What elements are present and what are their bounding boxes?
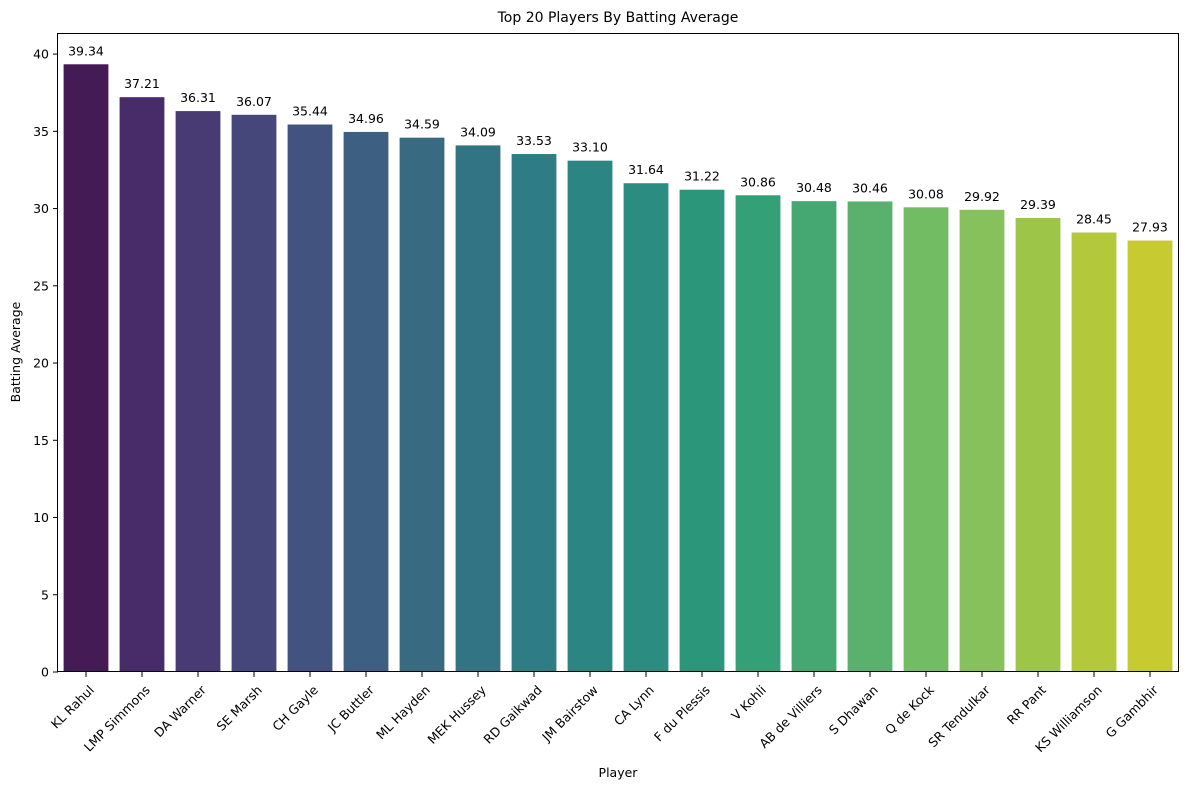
bar-18 (1071, 232, 1117, 672)
data-label: 29.92 (964, 189, 1000, 204)
data-label: 28.45 (1076, 212, 1112, 227)
x-tick-label: S Dhawan (826, 682, 881, 737)
bar-12 (735, 195, 781, 672)
y-tick-label: 35 (33, 124, 49, 139)
data-label: 34.96 (348, 111, 384, 126)
y-tick-label: 15 (33, 433, 49, 448)
bar-11 (679, 189, 725, 672)
x-tick-label: KL Rahul (48, 682, 97, 731)
x-axis-label: Player (599, 765, 639, 780)
bar-15 (903, 207, 949, 672)
data-label: 39.34 (68, 43, 104, 58)
chart-title: Top 20 Players By Batting Average (497, 10, 739, 26)
data-label: 29.39 (1020, 197, 1056, 212)
bar-4 (287, 124, 333, 672)
data-label: 30.08 (908, 186, 944, 201)
bars-group (63, 64, 1173, 673)
x-tick-label: G Gambhir (1102, 682, 1161, 741)
plot-frame (57, 33, 1179, 672)
data-label: 30.46 (852, 180, 888, 195)
data-label: 33.53 (516, 133, 552, 148)
bar-8 (511, 154, 557, 672)
data-label: 31.64 (628, 162, 664, 177)
data-label: 34.59 (404, 117, 440, 132)
data-label: 33.10 (572, 140, 608, 155)
data-label: 36.07 (236, 94, 272, 109)
x-tick-label: RD Gaikwad (480, 682, 544, 746)
bar-7 (455, 145, 501, 672)
x-tick-label: ML Hayden (373, 682, 433, 742)
y-axis: 0 5 10 15 20 25 30 35 40 (33, 47, 58, 680)
data-label: 35.44 (292, 104, 328, 119)
x-tick-label: RR Pant (1004, 682, 1049, 727)
bar-13 (791, 201, 837, 672)
bar-1 (119, 97, 165, 673)
data-label: 36.31 (180, 90, 216, 105)
y-axis-label: Batting Average (8, 301, 23, 402)
bar-0 (63, 64, 109, 672)
x-tick-label: CH Gayle (269, 682, 321, 734)
x-tick-label: Q de Kock (882, 682, 938, 738)
y-tick-label: 40 (33, 47, 49, 62)
x-tick-label: CA Lynn (611, 682, 657, 728)
x-tick-label: V Kohli (728, 682, 769, 723)
bar-14 (847, 201, 893, 672)
data-labels-group: 39.34 37.21 36.31 36.07 35.44 34.96 34.59 34.09… (68, 43, 1168, 234)
bar-9 (567, 160, 613, 673)
data-label: 34.09 (460, 124, 496, 139)
bar-17 (1015, 217, 1061, 673)
bar-16 (959, 209, 1005, 673)
y-tick-label: 0 (41, 665, 49, 680)
bar-10 (623, 183, 669, 673)
x-tick-label: MEK Hussey (424, 682, 489, 747)
y-tick-label: 30 (33, 201, 49, 216)
x-tick-label: DA Warner (151, 682, 209, 740)
y-tick-label: 25 (33, 278, 49, 293)
x-tick-label: SE Marsh (213, 682, 264, 733)
data-label: 30.86 (740, 174, 776, 189)
data-label: 30.48 (796, 180, 832, 195)
y-tick-label: 20 (33, 356, 49, 371)
x-tick-label: JM Bairstow (538, 682, 601, 745)
y-tick-label: 5 (41, 587, 49, 602)
bar-6 (399, 137, 445, 672)
bar-19 (1127, 240, 1173, 673)
data-label: 27.93 (1132, 220, 1168, 235)
bar-2 (175, 111, 221, 673)
y-tick-label: 10 (33, 510, 49, 525)
bar-3 (231, 114, 277, 673)
data-label: 31.22 (684, 169, 720, 184)
bar-5 (343, 131, 389, 672)
x-tick-label: JC Buttler (324, 682, 378, 736)
data-label: 37.21 (124, 76, 160, 91)
x-tick-label: F du Plessis (651, 682, 713, 744)
